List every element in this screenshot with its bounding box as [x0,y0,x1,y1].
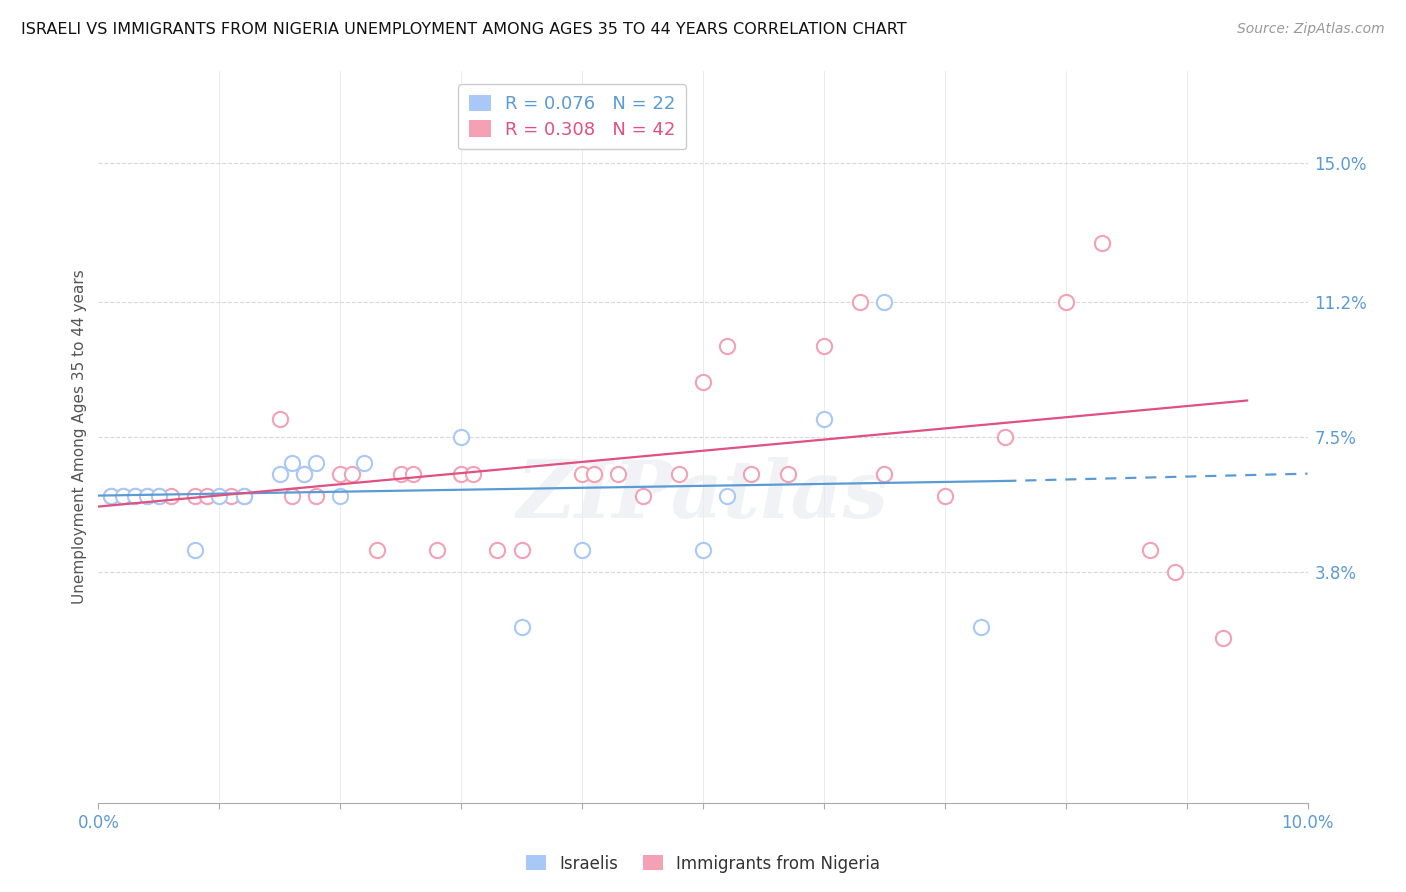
Point [631,489,654,503]
Point [135,489,157,503]
Point [281,456,304,470]
Point [292,467,315,481]
Point [1091,236,1114,251]
Point [100,489,122,503]
Point [135,489,157,503]
Point [232,489,254,503]
Point [1054,294,1077,309]
Point [305,456,328,470]
Point [994,430,1017,444]
Point [934,489,956,503]
Point [111,489,134,503]
Point [668,467,690,481]
Point [849,294,872,309]
Point [292,467,315,481]
Point [195,489,218,503]
Point [389,467,412,481]
Point [692,543,714,558]
Point [402,467,425,481]
Point [269,412,291,426]
Point [1212,632,1234,646]
Legend: Israelis, Immigrants from Nigeria: Israelis, Immigrants from Nigeria [519,848,887,880]
Point [571,543,593,558]
Point [160,489,183,503]
Point [510,543,533,558]
Point [510,620,533,634]
Point [184,489,207,503]
Point [111,489,134,503]
Text: ISRAELI VS IMMIGRANTS FROM NIGERIA UNEMPLOYMENT AMONG AGES 35 TO 44 YEARS CORREL: ISRAELI VS IMMIGRANTS FROM NIGERIA UNEMP… [21,22,907,37]
Point [281,489,304,503]
Point [124,489,146,503]
Point [607,467,630,481]
Point [426,543,449,558]
Point [148,489,170,503]
Point [450,467,472,481]
Point [208,489,231,503]
Point [366,543,388,558]
Point [813,412,835,426]
Point [1163,566,1185,580]
Point [353,456,375,470]
Point [692,375,714,389]
Point [329,467,352,481]
Point [1139,543,1161,558]
Point [873,294,896,309]
Legend: R = 0.076   N = 22, R = 0.308   N = 42: R = 0.076 N = 22, R = 0.308 N = 42 [458,84,686,150]
Point [716,489,738,503]
Point [486,543,509,558]
Point [450,430,472,444]
Point [813,338,835,352]
Point [221,489,243,503]
Point [776,467,799,481]
Point [583,467,606,481]
Point [184,543,207,558]
Point [342,467,364,481]
Text: Source: ZipAtlas.com: Source: ZipAtlas.com [1237,22,1385,37]
Point [269,467,291,481]
Point [329,489,352,503]
Point [100,489,122,503]
Point [970,620,993,634]
Point [124,489,146,503]
Point [232,489,254,503]
Point [716,338,738,352]
Point [305,489,328,503]
Point [740,467,762,481]
Point [148,489,170,503]
Text: ZIPatlas: ZIPatlas [517,457,889,534]
Point [463,467,485,481]
Point [873,467,896,481]
Point [571,467,593,481]
Y-axis label: Unemployment Among Ages 35 to 44 years: Unemployment Among Ages 35 to 44 years [72,269,87,605]
